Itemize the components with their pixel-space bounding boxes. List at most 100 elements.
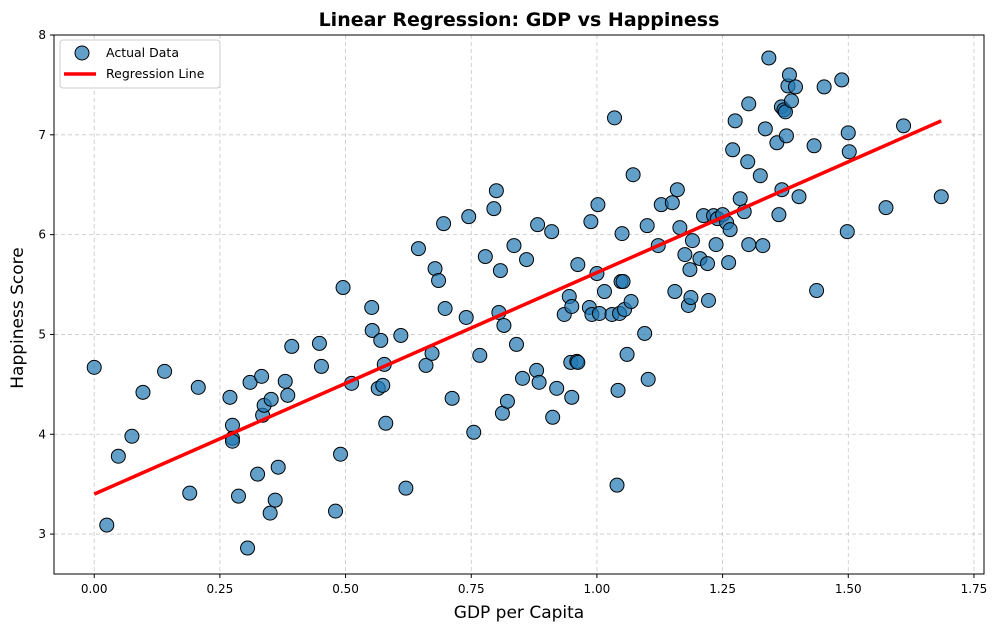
data-point [393, 327, 409, 343]
data-point [615, 274, 631, 290]
data-point [625, 167, 641, 183]
x-tick-label: 1.25 [709, 582, 736, 596]
data-point [496, 317, 512, 333]
data-point [619, 346, 635, 362]
legend-label-regression-line: Regression Line [106, 66, 205, 81]
data-point [664, 195, 680, 211]
x-axis-label: GDP per Capita [454, 603, 584, 623]
data-point [242, 374, 258, 390]
data-point [708, 237, 724, 253]
chart-title: Linear Regression: GDP vs Happiness [319, 9, 720, 31]
data-point [755, 238, 771, 254]
data-point [757, 121, 773, 137]
data-point [499, 393, 515, 409]
data-point [623, 294, 639, 310]
data-point [418, 357, 434, 373]
y-axis-ticks: 3 4 5 6 7 8 [38, 28, 54, 541]
x-tick-label: 0.75 [458, 582, 485, 596]
data-point [458, 309, 474, 325]
data-point [375, 377, 391, 393]
data-point [783, 93, 799, 109]
data-point [761, 50, 777, 66]
data-point [182, 485, 198, 501]
y-tick-label: 8 [38, 28, 46, 42]
data-point [519, 252, 535, 268]
data-point [806, 138, 822, 154]
data-point [230, 488, 246, 504]
x-tick-label: 0.00 [81, 582, 108, 596]
data-point [250, 466, 266, 482]
data-point [596, 284, 612, 300]
data-point [461, 209, 477, 225]
data-point [816, 79, 832, 95]
data-point [437, 300, 453, 316]
data-point [637, 325, 653, 341]
x-tick-label: 1.75 [961, 582, 988, 596]
data-point [570, 354, 586, 370]
data-point [254, 368, 270, 384]
data-point [190, 379, 206, 395]
data-point [549, 380, 565, 396]
data-point [262, 505, 278, 521]
data-point [284, 338, 300, 354]
data-point [531, 374, 547, 390]
data-point [270, 459, 286, 475]
data-point [530, 217, 546, 233]
data-point [590, 197, 606, 213]
data-point [99, 517, 115, 533]
x-tick-label: 1.50 [835, 582, 862, 596]
y-tick-label: 3 [38, 527, 46, 541]
data-point [570, 257, 586, 273]
regression-line-layer [93, 119, 942, 496]
data-point [740, 154, 756, 170]
data-point [506, 238, 522, 254]
data-point [477, 249, 493, 265]
legend-label-actual-data: Actual Data [106, 45, 179, 60]
data-point [378, 415, 394, 431]
plot-area [53, 34, 985, 575]
data-point [110, 448, 126, 464]
data-point [564, 389, 580, 405]
data-point [701, 293, 717, 309]
data-point [311, 335, 327, 351]
data-point [86, 359, 102, 375]
data-point [614, 226, 630, 242]
x-tick-label: 0.50 [332, 582, 359, 596]
data-point [933, 189, 949, 205]
data-point [328, 503, 344, 519]
data-point [791, 189, 807, 205]
data-point [669, 182, 685, 198]
data-point [398, 480, 414, 496]
data-point [436, 216, 452, 232]
data-point [610, 382, 626, 398]
y-tick-label: 7 [38, 128, 46, 142]
legend: Actual Data Regression Line [59, 39, 221, 89]
data-point [809, 283, 825, 299]
data-point [486, 201, 502, 217]
data-point [466, 424, 482, 440]
data-point [840, 125, 856, 141]
data-point [335, 280, 351, 296]
data-point [787, 79, 803, 95]
data-point [591, 305, 607, 321]
data-point [564, 298, 580, 314]
data-point [684, 233, 700, 249]
data-point [545, 409, 561, 425]
x-tick-label: 0.25 [207, 582, 234, 596]
scatter-points [86, 50, 949, 556]
legend-marker-actual-data [74, 45, 90, 61]
data-point [778, 128, 794, 144]
y-axis-label: Happiness Score [8, 247, 28, 388]
data-point [492, 263, 508, 279]
data-point [583, 214, 599, 230]
y-tick-label: 5 [38, 327, 46, 341]
y-tick-label: 6 [38, 228, 46, 242]
data-point [240, 540, 256, 556]
data-point [488, 183, 504, 199]
data-point [878, 200, 894, 216]
data-point [508, 336, 524, 352]
data-point [721, 255, 737, 271]
data-point [725, 142, 741, 158]
data-point [157, 363, 173, 379]
data-point [280, 387, 296, 403]
